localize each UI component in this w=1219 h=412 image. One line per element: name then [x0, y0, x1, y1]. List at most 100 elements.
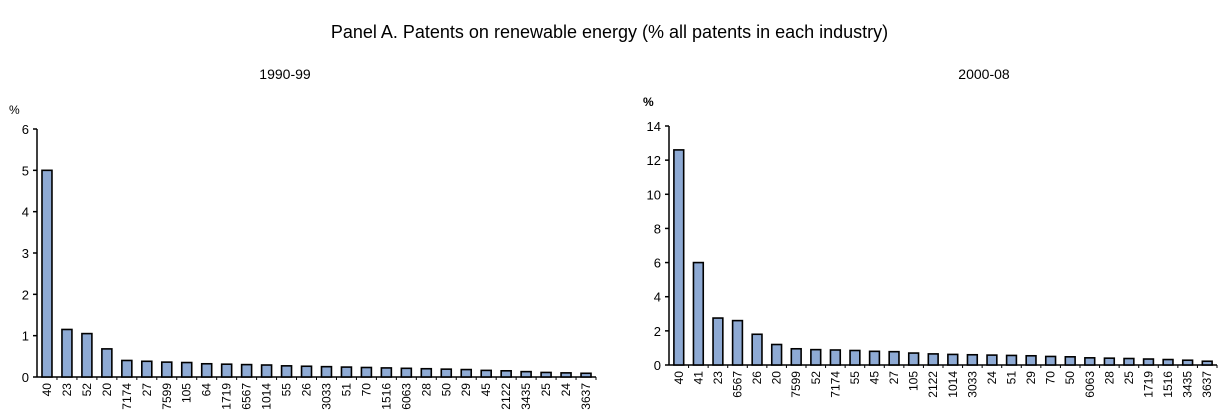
y-tick-label: 2 — [22, 287, 29, 302]
bar-7599 — [160, 361, 173, 378]
bar-55 — [849, 349, 861, 366]
x-tick-label-26: 26 — [300, 383, 314, 397]
x-tick-label-3637: 3637 — [579, 383, 593, 410]
y-axis-unit-label: % — [9, 103, 20, 117]
x-tick-label-27: 27 — [887, 371, 901, 385]
bar-7599 — [790, 347, 802, 366]
x-tick-label-105: 105 — [180, 383, 194, 403]
x-tick-label-6063: 6063 — [399, 383, 413, 410]
bar-1719 — [1142, 358, 1155, 366]
x-tick-label-25: 25 — [539, 383, 553, 397]
x-tick-label-1516: 1516 — [1161, 371, 1175, 398]
x-tick-label-52: 52 — [809, 371, 823, 385]
x-tick-label-20: 20 — [770, 371, 784, 385]
x-tick-label-70: 70 — [1044, 371, 1058, 385]
x-tick-label-40: 40 — [40, 383, 54, 397]
x-tick-label-23: 23 — [60, 383, 74, 397]
x-tick-label-1014: 1014 — [260, 383, 274, 410]
bar-20 — [770, 343, 783, 366]
bar-1014 — [947, 353, 959, 366]
bar-27 — [888, 350, 900, 366]
x-tick-label-7599: 7599 — [789, 371, 803, 398]
x-tick-label-1516: 1516 — [379, 383, 393, 410]
x-tick-label-105: 105 — [907, 371, 921, 391]
y-axis-unit-label: % — [643, 95, 654, 109]
bar-1516 — [380, 367, 393, 378]
bar-23 — [61, 328, 73, 378]
bar-6063 — [400, 367, 413, 378]
x-tick-label-70: 70 — [359, 383, 373, 397]
bar-3435 — [520, 370, 532, 378]
bar-1014 — [260, 364, 273, 378]
y-tick-label: 12 — [647, 153, 661, 168]
bar-52 — [81, 332, 93, 378]
y-tick-label: 4 — [22, 205, 29, 220]
bar-3033 — [966, 353, 979, 366]
bar-51 — [340, 366, 353, 378]
y-tick-label: 3 — [22, 246, 29, 261]
bar-3637 — [580, 372, 592, 378]
x-tick-label-3435: 3435 — [1181, 371, 1195, 398]
x-tick-label-6567: 6567 — [240, 383, 254, 410]
x-tick-label-41: 41 — [691, 371, 705, 385]
y-tick-label: 10 — [647, 187, 661, 202]
x-tick-label-1719: 1719 — [1142, 371, 1156, 398]
y-tick-label: 6 — [22, 122, 29, 137]
x-tick-label-24: 24 — [559, 383, 573, 397]
bar-3435 — [1181, 359, 1194, 366]
bar-1516 — [1162, 358, 1174, 366]
y-tick-label: 5 — [22, 163, 29, 178]
bar-41 — [692, 261, 705, 366]
x-tick-label-3033: 3033 — [965, 371, 979, 398]
bar-7174 — [829, 349, 842, 366]
x-tick-label-6567: 6567 — [731, 371, 745, 398]
bar-105 — [180, 361, 193, 378]
x-tick-label-45: 45 — [479, 383, 493, 397]
bar-7174 — [121, 359, 133, 378]
x-tick-label-20: 20 — [100, 383, 114, 397]
x-tick-label-24: 24 — [985, 371, 999, 385]
x-tick-label-2122: 2122 — [499, 383, 513, 410]
chart-subtitle: 2000-08 — [958, 66, 1010, 82]
bar-55 — [280, 365, 293, 378]
x-tick-label-50: 50 — [439, 383, 453, 397]
x-tick-label-23: 23 — [711, 371, 725, 385]
x-tick-label-51: 51 — [1005, 371, 1019, 385]
x-tick-label-3033: 3033 — [319, 383, 333, 410]
y-tick-label: 2 — [654, 324, 661, 339]
y-tick-label: 0 — [22, 370, 29, 385]
bar-6567 — [240, 363, 253, 378]
bar-64 — [200, 362, 213, 378]
bar-28 — [420, 367, 433, 378]
x-tick-label-29: 29 — [459, 383, 473, 397]
bar-28 — [1103, 357, 1116, 366]
x-tick-label-28: 28 — [1102, 371, 1116, 385]
y-tick-label: 8 — [654, 221, 661, 236]
x-tick-label-45: 45 — [868, 371, 882, 385]
bar-24 — [986, 354, 998, 366]
bar-29 — [1025, 354, 1037, 366]
y-tick-label: 1 — [22, 329, 29, 344]
y-tick-label: 0 — [654, 358, 661, 373]
bar-6063 — [1084, 357, 1096, 366]
x-tick-label-29: 29 — [1024, 371, 1038, 385]
bar-26 — [751, 333, 763, 366]
chart-subtitle: 1990-99 — [259, 66, 311, 82]
y-tick-label: 4 — [654, 290, 661, 305]
x-tick-label-50: 50 — [1063, 371, 1077, 385]
bar-45 — [480, 369, 492, 378]
x-tick-label-2122: 2122 — [926, 371, 940, 398]
bar-2122 — [927, 353, 939, 366]
x-tick-label-25: 25 — [1122, 371, 1136, 385]
y-tick-label: 6 — [654, 256, 661, 271]
x-tick-label-64: 64 — [200, 383, 214, 397]
y-tick-label: 14 — [647, 119, 661, 134]
bar-26 — [300, 365, 313, 378]
bar-45 — [868, 350, 881, 366]
x-tick-label-55: 55 — [848, 371, 862, 385]
bar-51 — [1005, 354, 1018, 366]
bar-25 — [540, 371, 552, 378]
x-tick-label-40: 40 — [672, 371, 686, 385]
